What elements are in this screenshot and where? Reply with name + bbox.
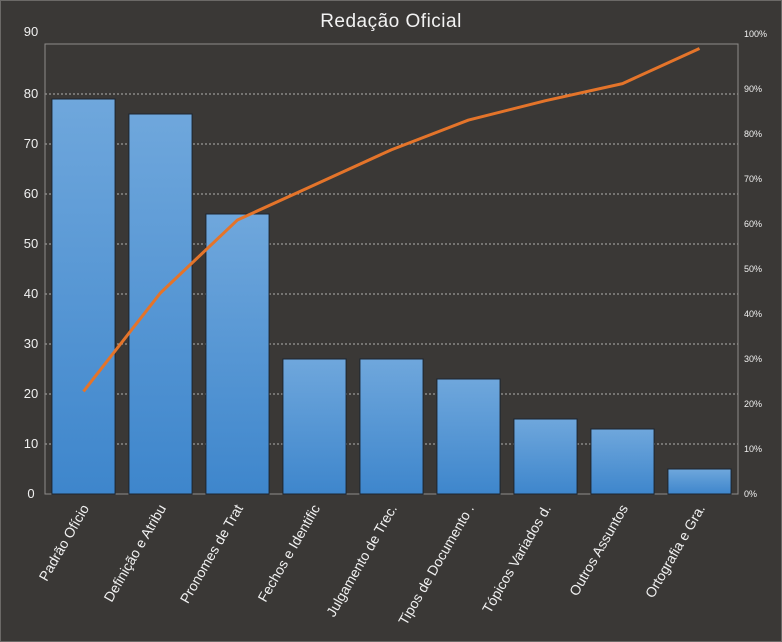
- cumulative-line-path: [82, 47, 701, 393]
- y-tick-label: 80: [24, 86, 38, 101]
- y2-tick-label: 30%: [744, 354, 762, 364]
- bar: [513, 418, 578, 495]
- cumulative-line: [82, 47, 701, 393]
- y2-tick-label: 40%: [744, 309, 762, 319]
- chart-title: Redação Oficial: [320, 11, 462, 32]
- x-tick-label: Julgamento de Trec.: [323, 502, 400, 620]
- y2-tick-label: 10%: [744, 444, 762, 454]
- bar: [667, 468, 732, 495]
- bar: [205, 213, 270, 495]
- y-tick-label: 10: [24, 436, 38, 451]
- y-axis-right: 0% 10% 20% 30% 40% 50% 60% 70% 80% 90% 100%: [744, 29, 767, 499]
- y-tick-label: 90: [24, 24, 38, 39]
- bar: [590, 428, 655, 495]
- y-tick-label: 60: [24, 186, 38, 201]
- x-tick-label: Padrão Ofício: [35, 501, 92, 583]
- bar: [128, 113, 193, 495]
- y-tick-label: 70: [24, 136, 38, 151]
- x-tick-label: Fechos e Identific: [254, 502, 323, 605]
- bar: [436, 378, 501, 495]
- bar: [359, 358, 424, 495]
- y-tick-label: 50: [24, 236, 38, 251]
- y2-tick-label: 100%: [744, 29, 767, 39]
- x-tick-label: Tópicos Variados d.: [479, 502, 554, 616]
- y2-tick-label: 50%: [744, 264, 762, 274]
- y2-tick-label: 60%: [744, 219, 762, 229]
- y-axis-left: 0 10 20 30 40 50 60 70 80 90: [24, 24, 38, 501]
- x-tick-label: Definição e Atribu: [100, 502, 169, 605]
- y2-tick-label: 80%: [744, 129, 762, 139]
- x-axis: Padrão Ofício Definição e Atribu Pronomes …: [35, 501, 708, 627]
- y-tick-label: 40: [24, 286, 38, 301]
- y-tick-label: 0: [27, 486, 34, 501]
- bar: [51, 98, 116, 495]
- y2-tick-label: 20%: [744, 399, 762, 409]
- bar: [282, 358, 347, 495]
- y-tick-label: 30: [24, 336, 38, 351]
- y2-tick-label: 0%: [744, 489, 757, 499]
- x-tick-label: Outros Assuntos: [566, 502, 631, 599]
- bars: [51, 98, 732, 495]
- x-tick-label: Pronomes de Trat: [177, 501, 247, 605]
- x-tick-label: Tipos de Documento .: [395, 502, 477, 628]
- y-tick-label: 20: [24, 386, 38, 401]
- y2-tick-label: 90%: [744, 84, 762, 94]
- x-tick-label: Ortografia e Gra.: [642, 502, 708, 601]
- y2-tick-label: 70%: [744, 174, 762, 184]
